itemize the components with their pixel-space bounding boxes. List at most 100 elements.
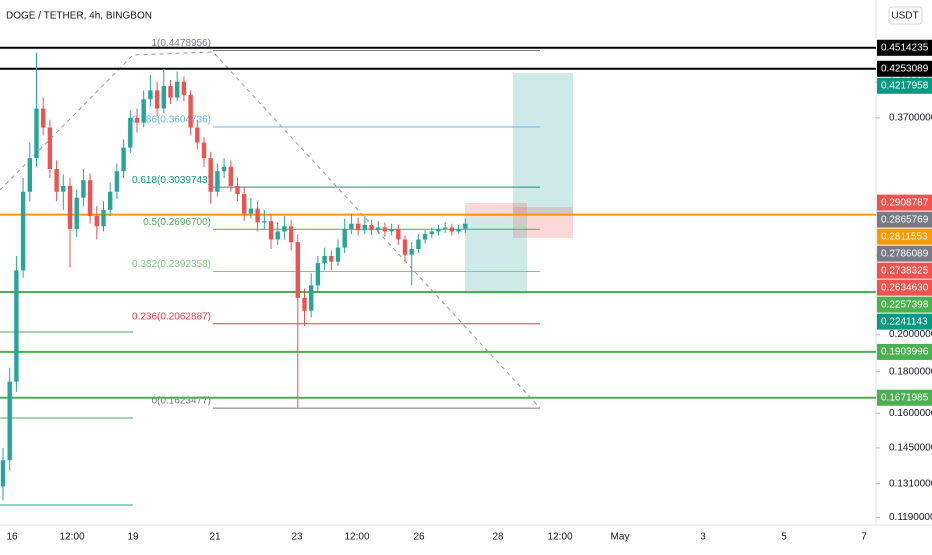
price-label: 0.2865769 [881,214,929,225]
fib-label: 0.382(0.2392358) [132,259,211,270]
candle-body [255,208,260,223]
candle-body [74,197,79,229]
candle-body [295,242,300,298]
price-label: 0.4514235 [881,42,929,53]
fib-label: 0.5(0.2696700) [143,217,211,228]
candle-body [302,297,307,311]
candle-body [128,117,133,148]
x-tick-label: 21 [209,532,221,543]
currency-label[interactable]: USDT [891,11,918,22]
price-label-bg [877,389,932,406]
candle-body [161,86,166,109]
x-tick-label: 19 [127,532,139,543]
x-tick-label: 28 [492,532,504,543]
candle-body [14,270,19,382]
long-target-zone [513,73,573,215]
candle-body [456,228,461,232]
candle-body [376,227,381,231]
candle-body [443,227,448,229]
candle-body [101,209,106,227]
y-tick-label: 0.3700000 [889,113,932,124]
candle-body [221,166,227,172]
price-label-bg [877,313,932,330]
x-tick-label: 16 [6,532,18,543]
candle-body [315,263,321,286]
candle-body [87,180,93,217]
price-label-bg [877,262,932,279]
price-label: 0.2786089 [881,248,929,259]
candle-body [242,194,247,214]
price-label: 0.4217958 [881,80,929,91]
candle-body [409,249,414,255]
candle-body [335,247,341,262]
candle-body [108,191,113,210]
candle-body [175,81,180,98]
x-tick-label: 12:00 [59,532,84,543]
candle-body [382,227,388,232]
y-tick-label: 0.2000000 [889,329,932,340]
candle-body [148,90,153,100]
candle-body [362,224,367,231]
candle-body [322,255,327,264]
price-label: 0.2257398 [881,299,929,310]
candle-body [429,231,434,235]
price-label: 0.2241143 [881,316,928,327]
stop-zone [465,203,527,218]
candle-body [34,108,39,159]
candle-body [349,223,354,229]
candle-body [188,94,193,128]
candle-body [396,228,401,240]
candle-body [114,171,120,192]
target-zone [465,218,527,294]
candle-body [67,185,73,229]
price-label-bg [877,39,932,56]
x-tick-label: 26 [413,532,425,543]
y-tick-label: 0.1600000 [889,408,932,419]
candle-body [27,158,32,192]
price-label-bg [877,60,932,77]
candle-body [355,223,361,231]
fib-label: 1(0.4478956) [152,38,212,49]
candle-body [369,224,374,231]
candle-body [154,90,160,109]
candle-body [134,117,140,123]
candle-body [7,381,12,461]
candle-body [41,108,46,128]
x-tick-label: 12:00 [344,532,369,543]
candle-body [94,216,99,227]
y-tick-label: 0.1450000 [889,443,932,454]
currency-button[interactable] [888,6,923,25]
candle-body [288,226,294,243]
candle-body [449,227,455,232]
candle-body [268,221,274,240]
price-label-bg [877,228,932,245]
x-tick-label: 7 [861,532,867,543]
x-tick-label: 12:00 [547,532,572,543]
fib-label: 0.618(0.3039743) [132,175,211,186]
fib-label: 0.236(0.2062887) [132,311,211,322]
y-tick-label: 0.1190000 [889,512,932,523]
y-tick-label: 0.1800000 [889,366,932,377]
candle-body [181,81,187,95]
candle-body [0,460,6,487]
candle-body [309,285,314,311]
x-tick-label: 3 [700,532,706,543]
candle-body [228,166,233,186]
price-label: 0.2634630 [881,282,929,293]
candle-body [141,99,146,123]
price-label: 0.2908787 [881,197,929,208]
fib-label: 0(0.1623477) [152,396,212,407]
candle-body [121,147,126,172]
candle-body [262,221,267,223]
y-tick-label: 0.1310000 [889,478,932,489]
candle-body [402,239,408,255]
candle-body [282,226,287,232]
price-label-bg [877,194,932,211]
candle-body [20,191,26,271]
candle-body [168,86,173,98]
candle-body [329,255,334,262]
price-label: 0.4253089 [881,63,929,74]
candle-body [81,180,86,198]
